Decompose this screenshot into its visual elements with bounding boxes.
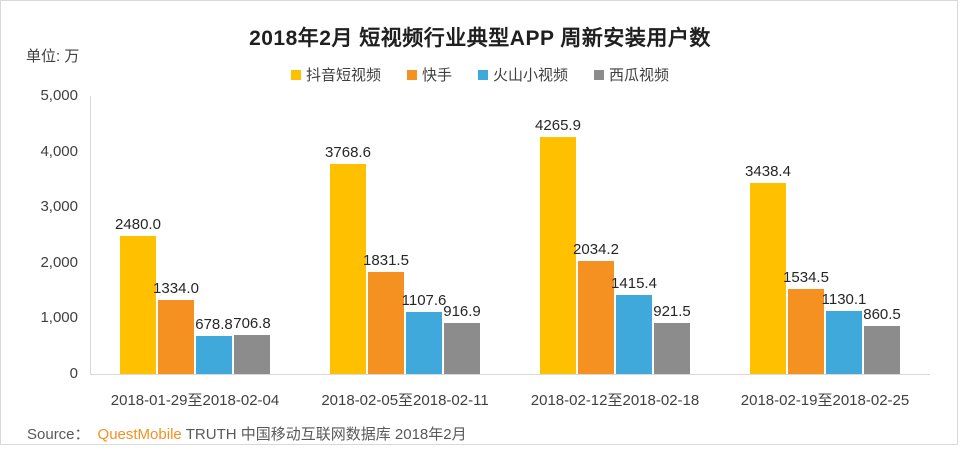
x-axis-category-label: 2018-02-19至2018-02-25 xyxy=(740,392,910,409)
bar-value-label: 3438.4 xyxy=(745,162,791,180)
bar-series-2 xyxy=(406,312,442,374)
y-axis-line xyxy=(90,96,91,374)
legend: 抖音短视频 快手 火山小视频 西瓜视频 xyxy=(0,64,960,85)
legend-swatch-icon xyxy=(594,69,605,80)
source-prefix: Source： xyxy=(27,426,90,443)
legend-item-series-3: 西瓜视频 xyxy=(594,64,669,85)
x-axis-category-label: 2018-02-12至2018-02-18 xyxy=(530,392,700,409)
bar-series-1 xyxy=(368,272,404,374)
bar-value-label: 1831.5 xyxy=(363,252,409,270)
legend-item-series-1: 快手 xyxy=(406,64,452,85)
legend-swatch-icon xyxy=(290,69,301,80)
bar-value-label: 860.5 xyxy=(863,306,901,324)
bar-series-3 xyxy=(234,334,270,374)
legend-item-series-2: 火山小视频 xyxy=(478,64,568,85)
bar-series-1 xyxy=(788,288,824,374)
y-axis-tick-label: 0 xyxy=(69,365,78,382)
bar-series-2 xyxy=(616,295,652,374)
bar-value-label: 1415.4 xyxy=(611,275,657,293)
legend-label: 火山小视频 xyxy=(493,67,569,84)
unit-label: 单位: 万 xyxy=(26,48,80,65)
x-axis-category-label: 2018-02-05至2018-02-11 xyxy=(321,392,489,409)
bar-series-3 xyxy=(444,323,480,374)
bar-series-0 xyxy=(540,136,576,374)
bar-series-1 xyxy=(158,299,194,374)
x-axis-line xyxy=(90,374,930,375)
source-line: Source： QuestMobile TRUTH 中国移动互联网数据库 2018年… xyxy=(27,423,467,444)
y-axis-tick-label: 4,000 xyxy=(40,142,78,160)
bar-series-3 xyxy=(864,326,900,374)
chart-title: 2018年2月 短视频行业典型APP 周新安装用户数 xyxy=(249,27,711,50)
bar-value-label: 1130.1 xyxy=(821,291,867,309)
legend-swatch-icon xyxy=(406,69,417,80)
bar-value-label: 2480.0 xyxy=(115,216,161,234)
bar-value-label: 1534.5 xyxy=(783,268,829,286)
legend-label: 西瓜视频 xyxy=(609,67,670,84)
legend-label: 快手 xyxy=(421,67,452,84)
bar-series-3 xyxy=(654,322,690,374)
legend-label: 抖音短视频 xyxy=(305,67,381,84)
bar-value-label: 1334.0 xyxy=(153,279,199,297)
bar-series-0 xyxy=(750,182,786,374)
y-axis-tick-label: 5,000 xyxy=(40,87,78,104)
bar-value-label: 678.8 xyxy=(195,316,233,334)
bar-value-label: 2034.2 xyxy=(573,240,619,258)
x-axis-category-label: 2018-01-29至2018-02-04 xyxy=(110,392,280,409)
y-axis-tick-label: 3,000 xyxy=(40,198,78,216)
bar-series-2 xyxy=(196,336,232,374)
legend-swatch-icon xyxy=(478,69,488,80)
bar-value-label: 921.5 xyxy=(653,302,691,320)
bar-value-label: 916.9 xyxy=(443,303,481,321)
bar-series-1 xyxy=(578,260,614,374)
bar-value-label: 4265.9 xyxy=(535,116,581,134)
bar-value-label: 706.8 xyxy=(233,314,271,332)
legend-item-series-0: 抖音短视频 xyxy=(290,64,381,85)
y-axis-tick-label: 2,000 xyxy=(40,253,78,271)
y-axis-tick-label: 1,000 xyxy=(40,309,78,327)
bar-series-0 xyxy=(120,236,156,374)
bar-series-2 xyxy=(826,311,862,374)
source-brand: QuestMobile xyxy=(97,426,182,443)
bar-value-label: 1107.6 xyxy=(401,292,447,310)
bar-series-0 xyxy=(330,164,366,374)
bar-value-label: 3768.6 xyxy=(325,144,371,162)
source-suffix: TRUTH 中国移动互联网数据库 2018年2月 xyxy=(185,426,467,443)
